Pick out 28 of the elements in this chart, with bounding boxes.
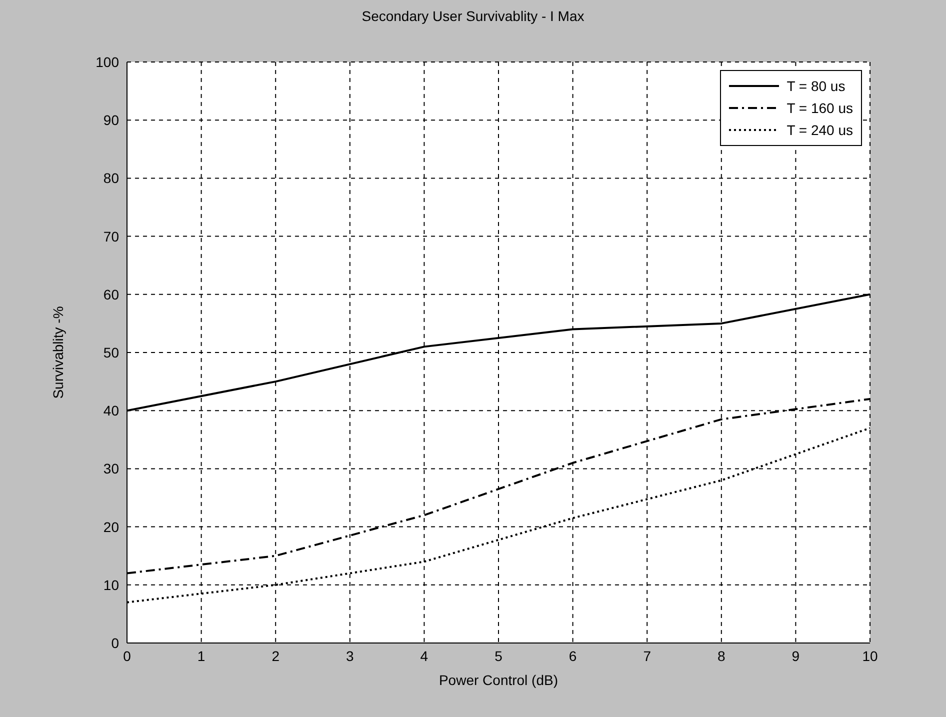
y-axis-title: Survivablity -% <box>50 306 66 399</box>
legend-label: T = 80 us <box>786 78 846 94</box>
y-tick-label: 100 <box>96 54 120 70</box>
x-tick-label: 8 <box>718 648 726 664</box>
y-tick-label: 0 <box>111 634 120 651</box>
legend-label: T = 160 us <box>786 100 853 116</box>
x-tick-label: 6 <box>568 648 577 664</box>
x-tick-label: 9 <box>792 648 800 664</box>
x-tick-label: 4 <box>420 648 428 664</box>
x-tick-label: 0 <box>123 648 132 664</box>
y-tick-label: 10 <box>103 576 120 593</box>
x-tick-label: 2 <box>272 648 280 664</box>
x-tick-label: 3 <box>346 648 354 664</box>
x-tick-label: 5 <box>494 648 503 664</box>
y-tick-label: 50 <box>103 344 120 360</box>
y-tick-label: 20 <box>103 518 120 535</box>
y-tick-label: 60 <box>103 286 120 302</box>
legend-label: T = 240 us <box>786 122 853 138</box>
y-tick-label: 90 <box>103 112 120 128</box>
y-tick-label: 80 <box>103 170 120 186</box>
x-axis-title: Power Control (dB) <box>438 672 558 688</box>
chart-title: Secondary User Survivablity - I Max <box>360 8 586 24</box>
x-tick-label: 7 <box>643 648 652 664</box>
y-tick-label: 30 <box>103 460 120 477</box>
x-tick-label: 10 <box>862 648 878 664</box>
y-tick-label: 70 <box>103 228 120 244</box>
y-tick-label: 40 <box>103 402 120 419</box>
x-tick-label: 1 <box>197 648 206 664</box>
